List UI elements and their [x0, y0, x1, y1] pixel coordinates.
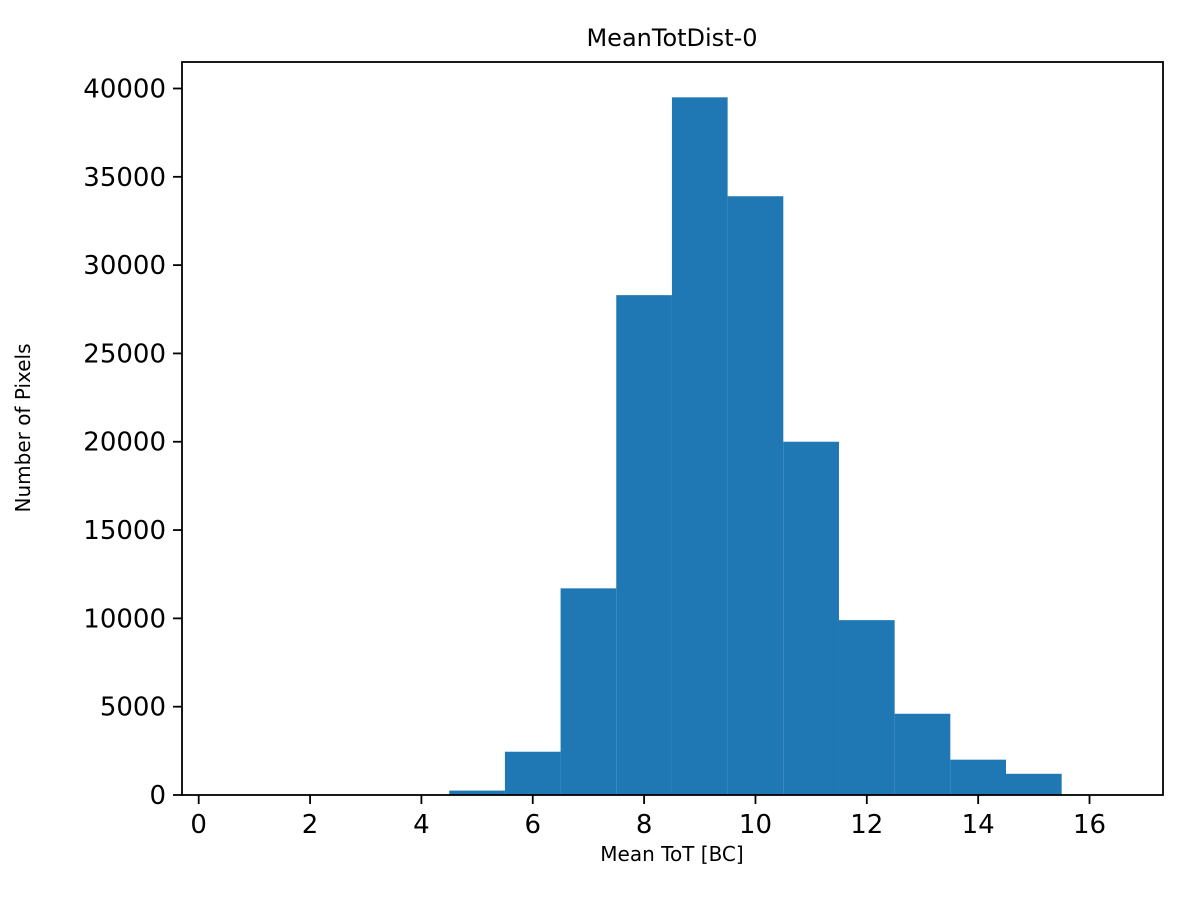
x-tick-label: 6	[524, 810, 541, 840]
y-tick-label: 25000	[83, 339, 166, 369]
histogram-bar	[894, 713, 951, 795]
x-tick-label: 10	[739, 810, 772, 840]
histogram-bar	[1005, 773, 1062, 795]
plot-spines	[181, 61, 1164, 796]
histogram-bar	[727, 196, 784, 795]
x-tick-label: 8	[636, 810, 653, 840]
y-tick-label: 15000	[83, 516, 166, 546]
x-tick-label: 12	[850, 810, 883, 840]
y-tick-label: 5000	[100, 693, 166, 723]
x-tick-label: 14	[962, 810, 995, 840]
histogram-bar	[504, 751, 561, 795]
chart-title: MeanTotDist-0	[586, 24, 757, 52]
x-tick-label: 16	[1073, 810, 1106, 840]
bars-group	[449, 97, 1062, 795]
histogram-bar	[671, 97, 728, 795]
histogram-bar	[838, 620, 895, 795]
y-tick-label: 10000	[83, 604, 166, 634]
x-axis-label: Mean ToT [BC]	[600, 842, 743, 866]
histogram-bar	[950, 759, 1006, 795]
y-tick-label: 35000	[83, 163, 166, 193]
histogram-bar	[560, 588, 617, 795]
y-axis-label: Number of Pixels	[11, 343, 35, 512]
histogram-bar	[783, 441, 839, 795]
x-tick-label: 0	[190, 810, 207, 840]
y-tick-label: 20000	[83, 428, 166, 458]
histogram-bar	[616, 295, 672, 795]
y-tick-label: 0	[149, 781, 166, 811]
x-tick-label: 2	[302, 810, 319, 840]
histogram-bar	[449, 790, 505, 795]
y-tick-label: 40000	[83, 74, 166, 104]
axes-group: 0 2 4 6 8 10 12 14 16 0 5000 10000 15000 20000 25000 30…	[83, 61, 1164, 840]
y-tick-label: 30000	[83, 251, 166, 281]
x-tick-label: 4	[413, 810, 430, 840]
